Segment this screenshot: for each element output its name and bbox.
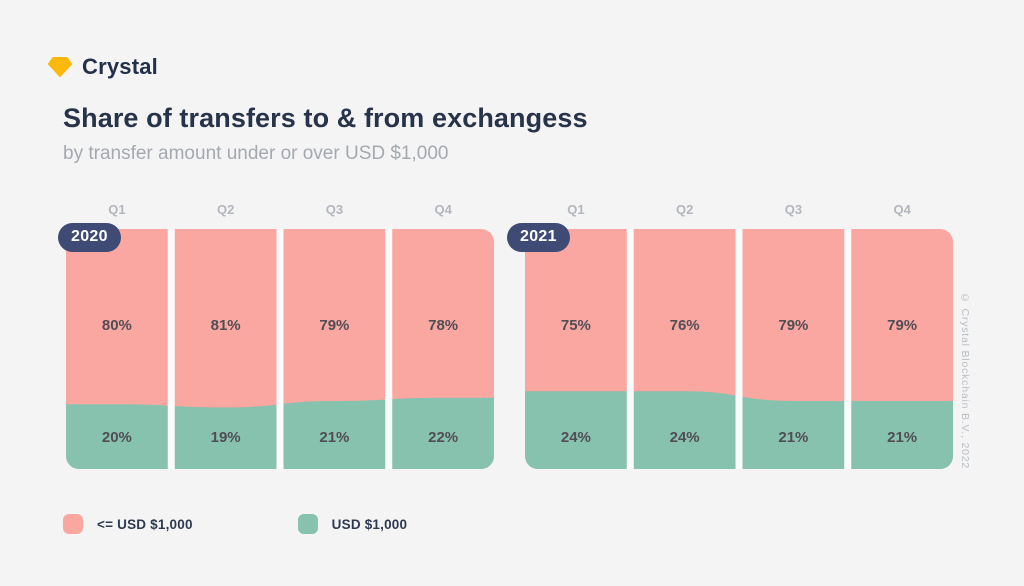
legend-item-over: USD $1,000 [297, 514, 408, 534]
quarter-label: Q3 [784, 202, 803, 217]
percent-label: 20% [101, 429, 132, 446]
percent-label: 76% [669, 317, 700, 334]
percent-label: 79% [887, 317, 918, 334]
legend-swatch-pink [63, 514, 83, 534]
quarter-label: Q1 [108, 202, 126, 217]
page-subtitle: by transfer amount under or over USD $1,… [63, 143, 449, 164]
bars-2020: 80% 81% 79% 78% 20% 19% 21% 22% [66, 229, 494, 469]
quarter-label: Q3 [325, 202, 344, 217]
percent-label: 21% [319, 429, 350, 446]
percent-label: 19% [210, 429, 241, 446]
quarter-label: Q1 [567, 202, 585, 217]
chart-group-2021: Q1 Q2 Q3 Q4 75% 76% 79% 79% 24% 24% 21% 21% 2021 [507, 202, 953, 469]
legend-swatch-teal [297, 514, 318, 534]
year-badge-2020: 2020 [58, 223, 121, 252]
stacked-area-svg-2020 [66, 229, 494, 469]
quarter-labels-2021: Q1 Q2 Q3 Q4 [525, 202, 953, 218]
quarter-label: Q2 [216, 202, 235, 217]
percent-label: 80% [101, 317, 132, 334]
percent-label: 21% [887, 429, 918, 446]
brand-logo: Crystal [48, 54, 158, 80]
legend-label-over: USD $1,000 [331, 516, 408, 532]
quarter-label: Q4 [893, 202, 911, 217]
percent-label: 24% [560, 429, 591, 446]
percent-label: 24% [669, 429, 700, 446]
brand-name: Crystal [82, 54, 158, 79]
quarter-label: Q2 [675, 202, 694, 217]
legend-label-under: <= USD $1,000 [97, 516, 193, 532]
percent-label: 79% [319, 317, 350, 334]
page-title: Share of transfers to & from exchangess [63, 103, 588, 133]
percent-label: 75% [560, 317, 591, 334]
year-badge-2021: 2021 [507, 223, 570, 252]
percent-label: 78% [428, 317, 459, 334]
copyright-watermark: © Crystal Blockchain B.V., 2022 [959, 292, 971, 470]
percent-label: 81% [210, 317, 241, 334]
quarter-labels-2020: Q1 Q2 Q3 Q4 [66, 202, 494, 218]
bars-2021: 75% 76% 79% 79% 24% 24% 21% 21% [525, 229, 953, 469]
chart-group-2020: Q1 Q2 Q3 Q4 80% 81% 79% 78% 20% 19% 21% 22% 2020 [58, 202, 494, 469]
percent-label: 79% [778, 317, 809, 334]
quarter-label: Q4 [434, 202, 452, 217]
diamond-icon [48, 57, 72, 77]
legend-item-under: <= USD $1,000 [63, 514, 193, 534]
legend: <= USD $1,000 USD $1,000 [63, 514, 407, 534]
percent-label: 22% [428, 429, 459, 446]
percent-label: 21% [778, 429, 809, 446]
stacked-area-svg-2021 [525, 229, 953, 469]
